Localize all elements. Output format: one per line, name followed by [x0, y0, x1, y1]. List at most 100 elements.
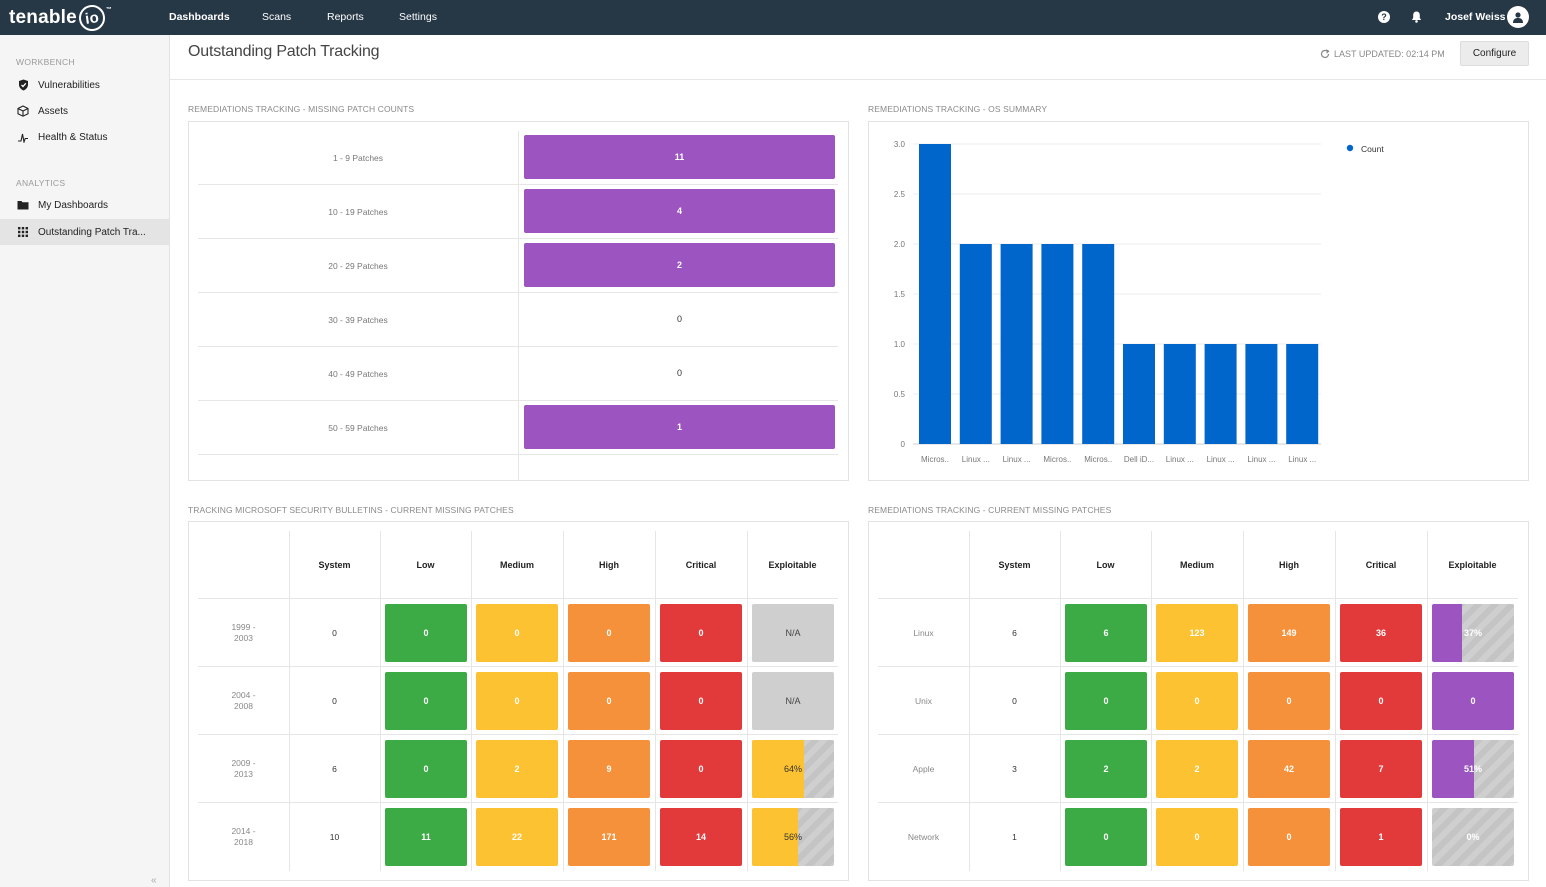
medium-severity-cell[interactable]: 0: [476, 672, 558, 730]
help-icon[interactable]: ?: [1378, 11, 1390, 23]
patch-count-cell[interactable]: 2: [524, 243, 835, 287]
bell-icon[interactable]: [1410, 11, 1422, 23]
column-header-medium[interactable]: Medium: [499, 560, 534, 570]
nav-reports[interactable]: Reports: [327, 11, 364, 23]
high-severity-cell[interactable]: 0: [1248, 808, 1330, 866]
patch-count-cell[interactable]: 4: [524, 189, 835, 233]
critical-severity-cell[interactable]: 0: [1340, 672, 1422, 730]
system-count-cell[interactable]: 10: [329, 832, 340, 842]
critical-severity-cell[interactable]: 0: [660, 604, 742, 662]
chart-bar[interactable]: [1163, 344, 1196, 444]
low-severity-cell[interactable]: 2: [1065, 740, 1147, 798]
low-severity-cell[interactable]: 0: [385, 672, 467, 730]
chart-bar[interactable]: [1286, 344, 1319, 444]
sidebar-item-outstanding-patch-tracking[interactable]: Outstanding Patch Tra...: [0, 219, 169, 245]
refresh-icon[interactable]: [1320, 49, 1330, 59]
column-header-high[interactable]: High: [599, 560, 619, 570]
high-severity-cell[interactable]: 0: [568, 672, 650, 730]
column-divider: [518, 347, 519, 401]
low-severity-cell[interactable]: 11: [385, 808, 467, 866]
system-count-cell[interactable]: 6: [332, 764, 337, 774]
critical-severity-cell[interactable]: 36: [1340, 604, 1422, 662]
medium-severity-cell[interactable]: 2: [476, 740, 558, 798]
critical-severity-cell[interactable]: 14: [660, 808, 742, 866]
configure-button[interactable]: Configure: [1460, 41, 1529, 66]
medium-severity-cell[interactable]: 22: [476, 808, 558, 866]
x-tick-label: Linux ...: [1003, 455, 1031, 464]
nav-dashboards[interactable]: Dashboards: [169, 11, 230, 23]
column-header-low[interactable]: Low: [1096, 560, 1115, 570]
column-header-medium[interactable]: Medium: [1179, 560, 1214, 570]
patch-count-cell[interactable]: 11: [524, 135, 835, 179]
patch-count-cell[interactable]: 0: [676, 368, 682, 378]
exploitable-cell[interactable]: N/A: [752, 672, 834, 730]
sidebar-item-my-dashboards[interactable]: My Dashboards: [0, 192, 169, 218]
column-header-low[interactable]: Low: [416, 560, 435, 570]
low-severity-cell[interactable]: 0: [1065, 672, 1147, 730]
patch-count-cell[interactable]: 1: [524, 405, 835, 449]
grid-icon: [16, 225, 30, 239]
chart-bar[interactable]: [1082, 244, 1115, 444]
chart-bar[interactable]: [1123, 344, 1155, 444]
medium-severity-cell[interactable]: 0: [476, 604, 558, 662]
column-header-system[interactable]: System: [318, 560, 351, 570]
high-severity-cell[interactable]: 0: [568, 604, 650, 662]
sidebar-item-assets[interactable]: Assets: [0, 98, 169, 124]
sidebar-item-vulnerabilities[interactable]: Vulnerabilities: [0, 72, 169, 98]
medium-severity-cell[interactable]: 0: [1156, 808, 1238, 866]
sidebar-item-label: Health & Status: [38, 131, 108, 143]
high-severity-cell[interactable]: 149: [1248, 604, 1330, 662]
exploitable-cell[interactable]: 0: [1432, 672, 1514, 730]
exploitable-cell[interactable]: N/A: [752, 604, 834, 662]
low-severity-cell[interactable]: 6: [1065, 604, 1147, 662]
exploitable-cell[interactable]: 56%: [752, 808, 834, 866]
column-divider: [969, 531, 970, 871]
column-header-exploitable[interactable]: Exploitable: [768, 560, 817, 570]
high-severity-cell[interactable]: 171: [568, 808, 650, 866]
system-count-cell[interactable]: 0: [332, 628, 337, 638]
column-header-exploitable[interactable]: Exploitable: [1448, 560, 1497, 570]
critical-severity-cell[interactable]: 0: [660, 740, 742, 798]
system-count-cell[interactable]: 6: [1012, 628, 1017, 638]
column-header-critical[interactable]: Critical: [1365, 560, 1397, 570]
low-severity-cell[interactable]: 0: [1065, 808, 1147, 866]
patch-count-cell[interactable]: 0: [676, 314, 682, 324]
sidebar-item-health-status[interactable]: Health & Status: [0, 124, 169, 150]
exploitable-cell[interactable]: 37%: [1432, 604, 1514, 662]
legend-label[interactable]: Count: [1361, 144, 1384, 154]
medium-severity-cell[interactable]: 123: [1156, 604, 1238, 662]
chart-bar[interactable]: [1041, 244, 1074, 444]
high-severity-cell[interactable]: 0: [1248, 672, 1330, 730]
user-name[interactable]: Josef Weiss: [1445, 11, 1506, 23]
chart-bar[interactable]: [1204, 344, 1237, 444]
nav-settings[interactable]: Settings: [399, 11, 437, 23]
tenable-logo[interactable]: tenable io ™: [9, 3, 112, 33]
system-count-cell[interactable]: 0: [332, 696, 337, 706]
critical-severity-cell[interactable]: 0: [660, 672, 742, 730]
user-avatar-icon[interactable]: [1507, 6, 1529, 28]
low-severity-cell[interactable]: 0: [385, 740, 467, 798]
system-count-cell[interactable]: 3: [1012, 764, 1017, 774]
critical-severity-cell[interactable]: 1: [1340, 808, 1422, 866]
system-count-cell[interactable]: 0: [1012, 696, 1017, 706]
medium-severity-cell[interactable]: 2: [1156, 740, 1238, 798]
chart-bar[interactable]: [1245, 344, 1278, 444]
high-severity-cell[interactable]: 9: [568, 740, 650, 798]
critical-severity-cell[interactable]: 7: [1340, 740, 1422, 798]
exploitable-cell[interactable]: 64%: [752, 740, 834, 798]
high-severity-cell[interactable]: 42: [1248, 740, 1330, 798]
chart-bar[interactable]: [1000, 244, 1033, 444]
column-header-critical[interactable]: Critical: [685, 560, 717, 570]
column-header-high[interactable]: High: [1279, 560, 1299, 570]
x-tick-label: Linux ...: [1288, 455, 1316, 464]
collapse-sidebar-icon[interactable]: «: [151, 875, 157, 886]
nav-scans[interactable]: Scans: [262, 11, 292, 23]
chart-bar[interactable]: [959, 244, 992, 444]
exploitable-cell[interactable]: 0%: [1432, 808, 1514, 866]
chart-bar[interactable]: [919, 144, 951, 444]
medium-severity-cell[interactable]: 0: [1156, 672, 1238, 730]
column-header-system[interactable]: System: [998, 560, 1031, 570]
system-count-cell[interactable]: 1: [1012, 832, 1017, 842]
exploitable-cell[interactable]: 51%: [1432, 740, 1514, 798]
low-severity-cell[interactable]: 0: [385, 604, 467, 662]
